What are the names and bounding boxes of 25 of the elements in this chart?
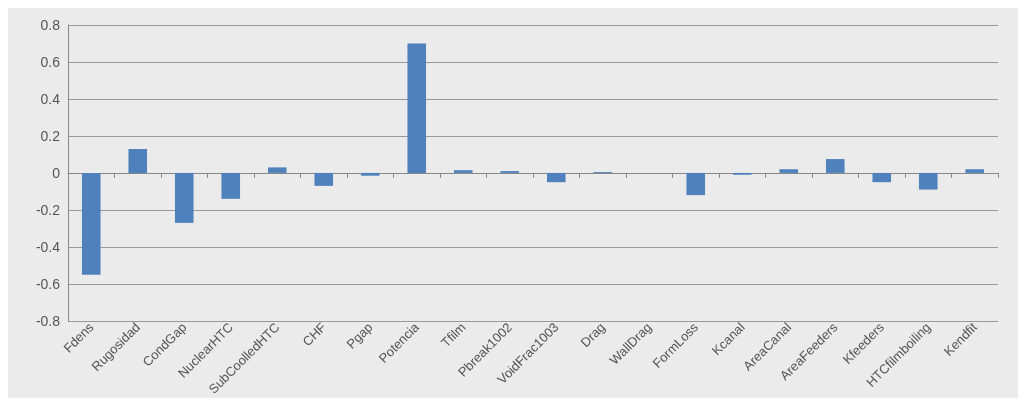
bar: [81, 172, 101, 275]
y-tick-label: 0.2: [40, 127, 61, 144]
y-tick-label: 0.4: [40, 90, 61, 107]
bar: [779, 169, 799, 173]
bar: [407, 43, 427, 173]
bar: [453, 170, 473, 173]
bar: [128, 148, 148, 173]
bar: [872, 172, 892, 183]
bar: [965, 169, 985, 173]
y-tick-label: 0.8: [40, 17, 61, 33]
bar: [686, 172, 706, 196]
bar: [174, 172, 194, 223]
bar: [360, 172, 380, 176]
y-tick-label: -0.6: [35, 275, 61, 292]
bar: [825, 159, 845, 173]
bar: [314, 172, 334, 186]
bar: [918, 172, 938, 190]
y-tick-label: -0.8: [35, 312, 61, 329]
bar: [267, 167, 287, 173]
y-tick-label: 0: [52, 164, 61, 181]
y-tick-label: 0.6: [40, 53, 61, 70]
y-tick-label: -0.2: [35, 201, 61, 218]
y-tick-label: -0.4: [35, 238, 61, 255]
bar: [221, 172, 241, 199]
bar: [546, 172, 566, 183]
